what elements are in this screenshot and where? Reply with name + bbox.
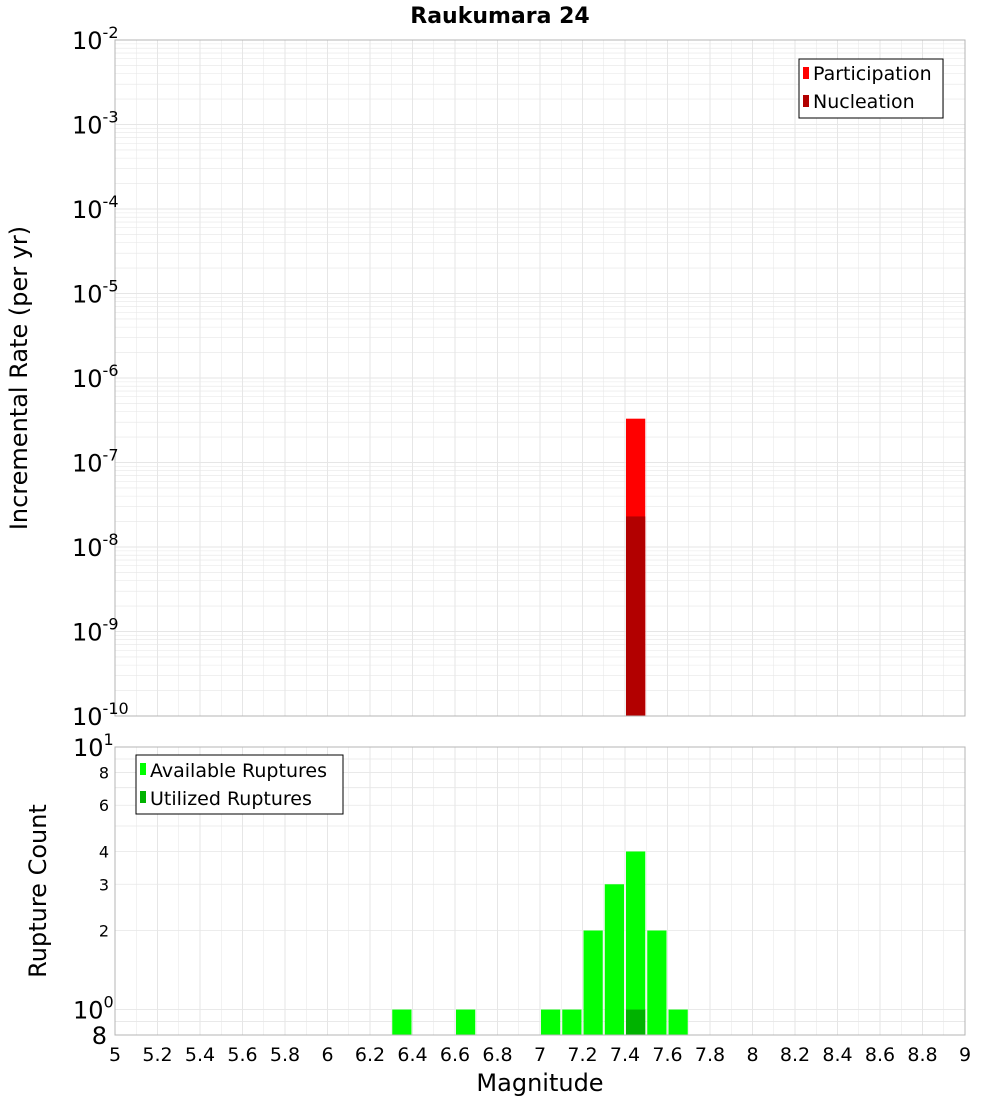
top-plot-bars xyxy=(626,418,646,716)
bottom-legend-box xyxy=(135,754,344,815)
bottom-y-tick-label: 101 xyxy=(73,730,114,762)
top-plot-gridlines xyxy=(114,40,966,717)
top-y-tick-label: 10-3 xyxy=(72,108,119,140)
bottom-y-tick-label: 3 xyxy=(99,875,109,894)
nucleation-legend-label: Nucleation xyxy=(813,91,915,113)
x-tick-label: 8 xyxy=(746,1044,758,1066)
bottom-available-ruptures-bar xyxy=(668,1009,688,1035)
x-tick-label: 5.6 xyxy=(227,1044,257,1066)
bottom-available-ruptures-bar xyxy=(583,930,603,1035)
top-y-axis-label: Incremental Rate (per yr) xyxy=(5,226,33,530)
x-tick-label: 5 xyxy=(109,1044,121,1066)
bottom-available-ruptures-bar xyxy=(456,1009,476,1035)
bottom-available-ruptures-bar xyxy=(626,851,646,1035)
bottom-plot-bars xyxy=(392,851,688,1035)
bottom-y-tick-label: 2 xyxy=(99,922,109,941)
utilized-ruptures-legend-label: Utilized Ruptures xyxy=(150,788,312,810)
bottom-plot-frame xyxy=(114,746,966,1036)
x-tick-label: 6.6 xyxy=(440,1044,470,1066)
x-tick-label: 6.2 xyxy=(355,1044,385,1066)
top-y-tick-label: 10-7 xyxy=(72,446,119,478)
nucleation-legend-swatch xyxy=(803,95,809,107)
x-tick-label: 6 xyxy=(321,1044,333,1066)
x-axis-label: Magnitude xyxy=(476,1069,603,1097)
top-y-tick-label: 10-2 xyxy=(72,23,119,55)
x-tick-label: 5.2 xyxy=(142,1044,172,1066)
bottom-available-ruptures-bar xyxy=(392,1009,412,1035)
x-tick-label: 7 xyxy=(534,1044,546,1066)
available-ruptures-legend-label: Available Ruptures xyxy=(150,760,327,782)
x-tick-label: 8.4 xyxy=(822,1044,852,1066)
bottom-y-tick-label: 4 xyxy=(99,842,109,861)
bottom-y-tick-label: 100 xyxy=(73,993,114,1025)
x-tick-label: 8.8 xyxy=(907,1044,937,1066)
x-tick-label: 5.4 xyxy=(185,1044,215,1066)
x-tick-label: 9 xyxy=(959,1044,971,1066)
top-legend: Participation Nucleation xyxy=(798,58,944,119)
x-tick-label: 7.6 xyxy=(652,1044,682,1066)
x-tick-label: 8.2 xyxy=(780,1044,810,1066)
top-y-tick-label: 10-5 xyxy=(72,277,119,309)
top-y-tick-label: 10-9 xyxy=(72,615,119,647)
top-y-tick-label: 10-10 xyxy=(72,699,129,731)
x-tick-label: 6.8 xyxy=(482,1044,512,1066)
top-nucleation-bar xyxy=(626,516,646,716)
top-y-tick-label: 10-4 xyxy=(72,192,119,224)
chart-title: Raukumara 24 xyxy=(410,4,589,29)
top-plot-frame xyxy=(114,39,966,717)
top-y-tick-label: 10-8 xyxy=(72,530,119,562)
x-tick-label: 7.2 xyxy=(567,1044,597,1066)
x-tick-labels: 5 5.2 5.4 5.6 5.8 6 6.2 6.4 6.6 6.8 7 7.2 7.4 7.6 7.8 8… xyxy=(109,1044,971,1066)
participation-legend-label: Participation xyxy=(813,63,932,85)
top-y-tick-labels: 10-10 10-9 10-8 10-7 10-6 10-5 10-4 10-3 10-2 xyxy=(72,23,129,731)
bottom-y-tick-label: 8 xyxy=(99,763,109,782)
bottom-utilized-ruptures-bar xyxy=(626,1009,646,1035)
utilized-ruptures-legend-swatch xyxy=(140,791,146,803)
available-ruptures-legend-swatch xyxy=(140,763,146,775)
bottom-available-ruptures-bar xyxy=(541,1009,561,1035)
bottom-y-tick-label: 6 xyxy=(99,796,109,815)
bottom-available-ruptures-bar xyxy=(647,930,667,1035)
bottom-legend: Available Ruptures Utilized Ruptures xyxy=(135,754,344,815)
x-tick-label: 6.4 xyxy=(397,1044,427,1066)
x-tick-label: 7.4 xyxy=(610,1044,640,1066)
participation-legend-swatch xyxy=(803,67,809,79)
x-tick-label: 7.8 xyxy=(695,1044,725,1066)
top-legend-box xyxy=(798,58,944,119)
bottom-available-ruptures-bar xyxy=(562,1009,582,1035)
bottom-available-ruptures-bar xyxy=(604,884,624,1035)
bottom-y-axis-label: Rupture Count xyxy=(24,804,52,978)
x-tick-label: 5.8 xyxy=(270,1044,300,1066)
bottom-y-tick-label: 8 xyxy=(92,1022,107,1050)
x-tick-label: 8.6 xyxy=(865,1044,895,1066)
top-y-tick-label: 10-6 xyxy=(72,361,119,393)
